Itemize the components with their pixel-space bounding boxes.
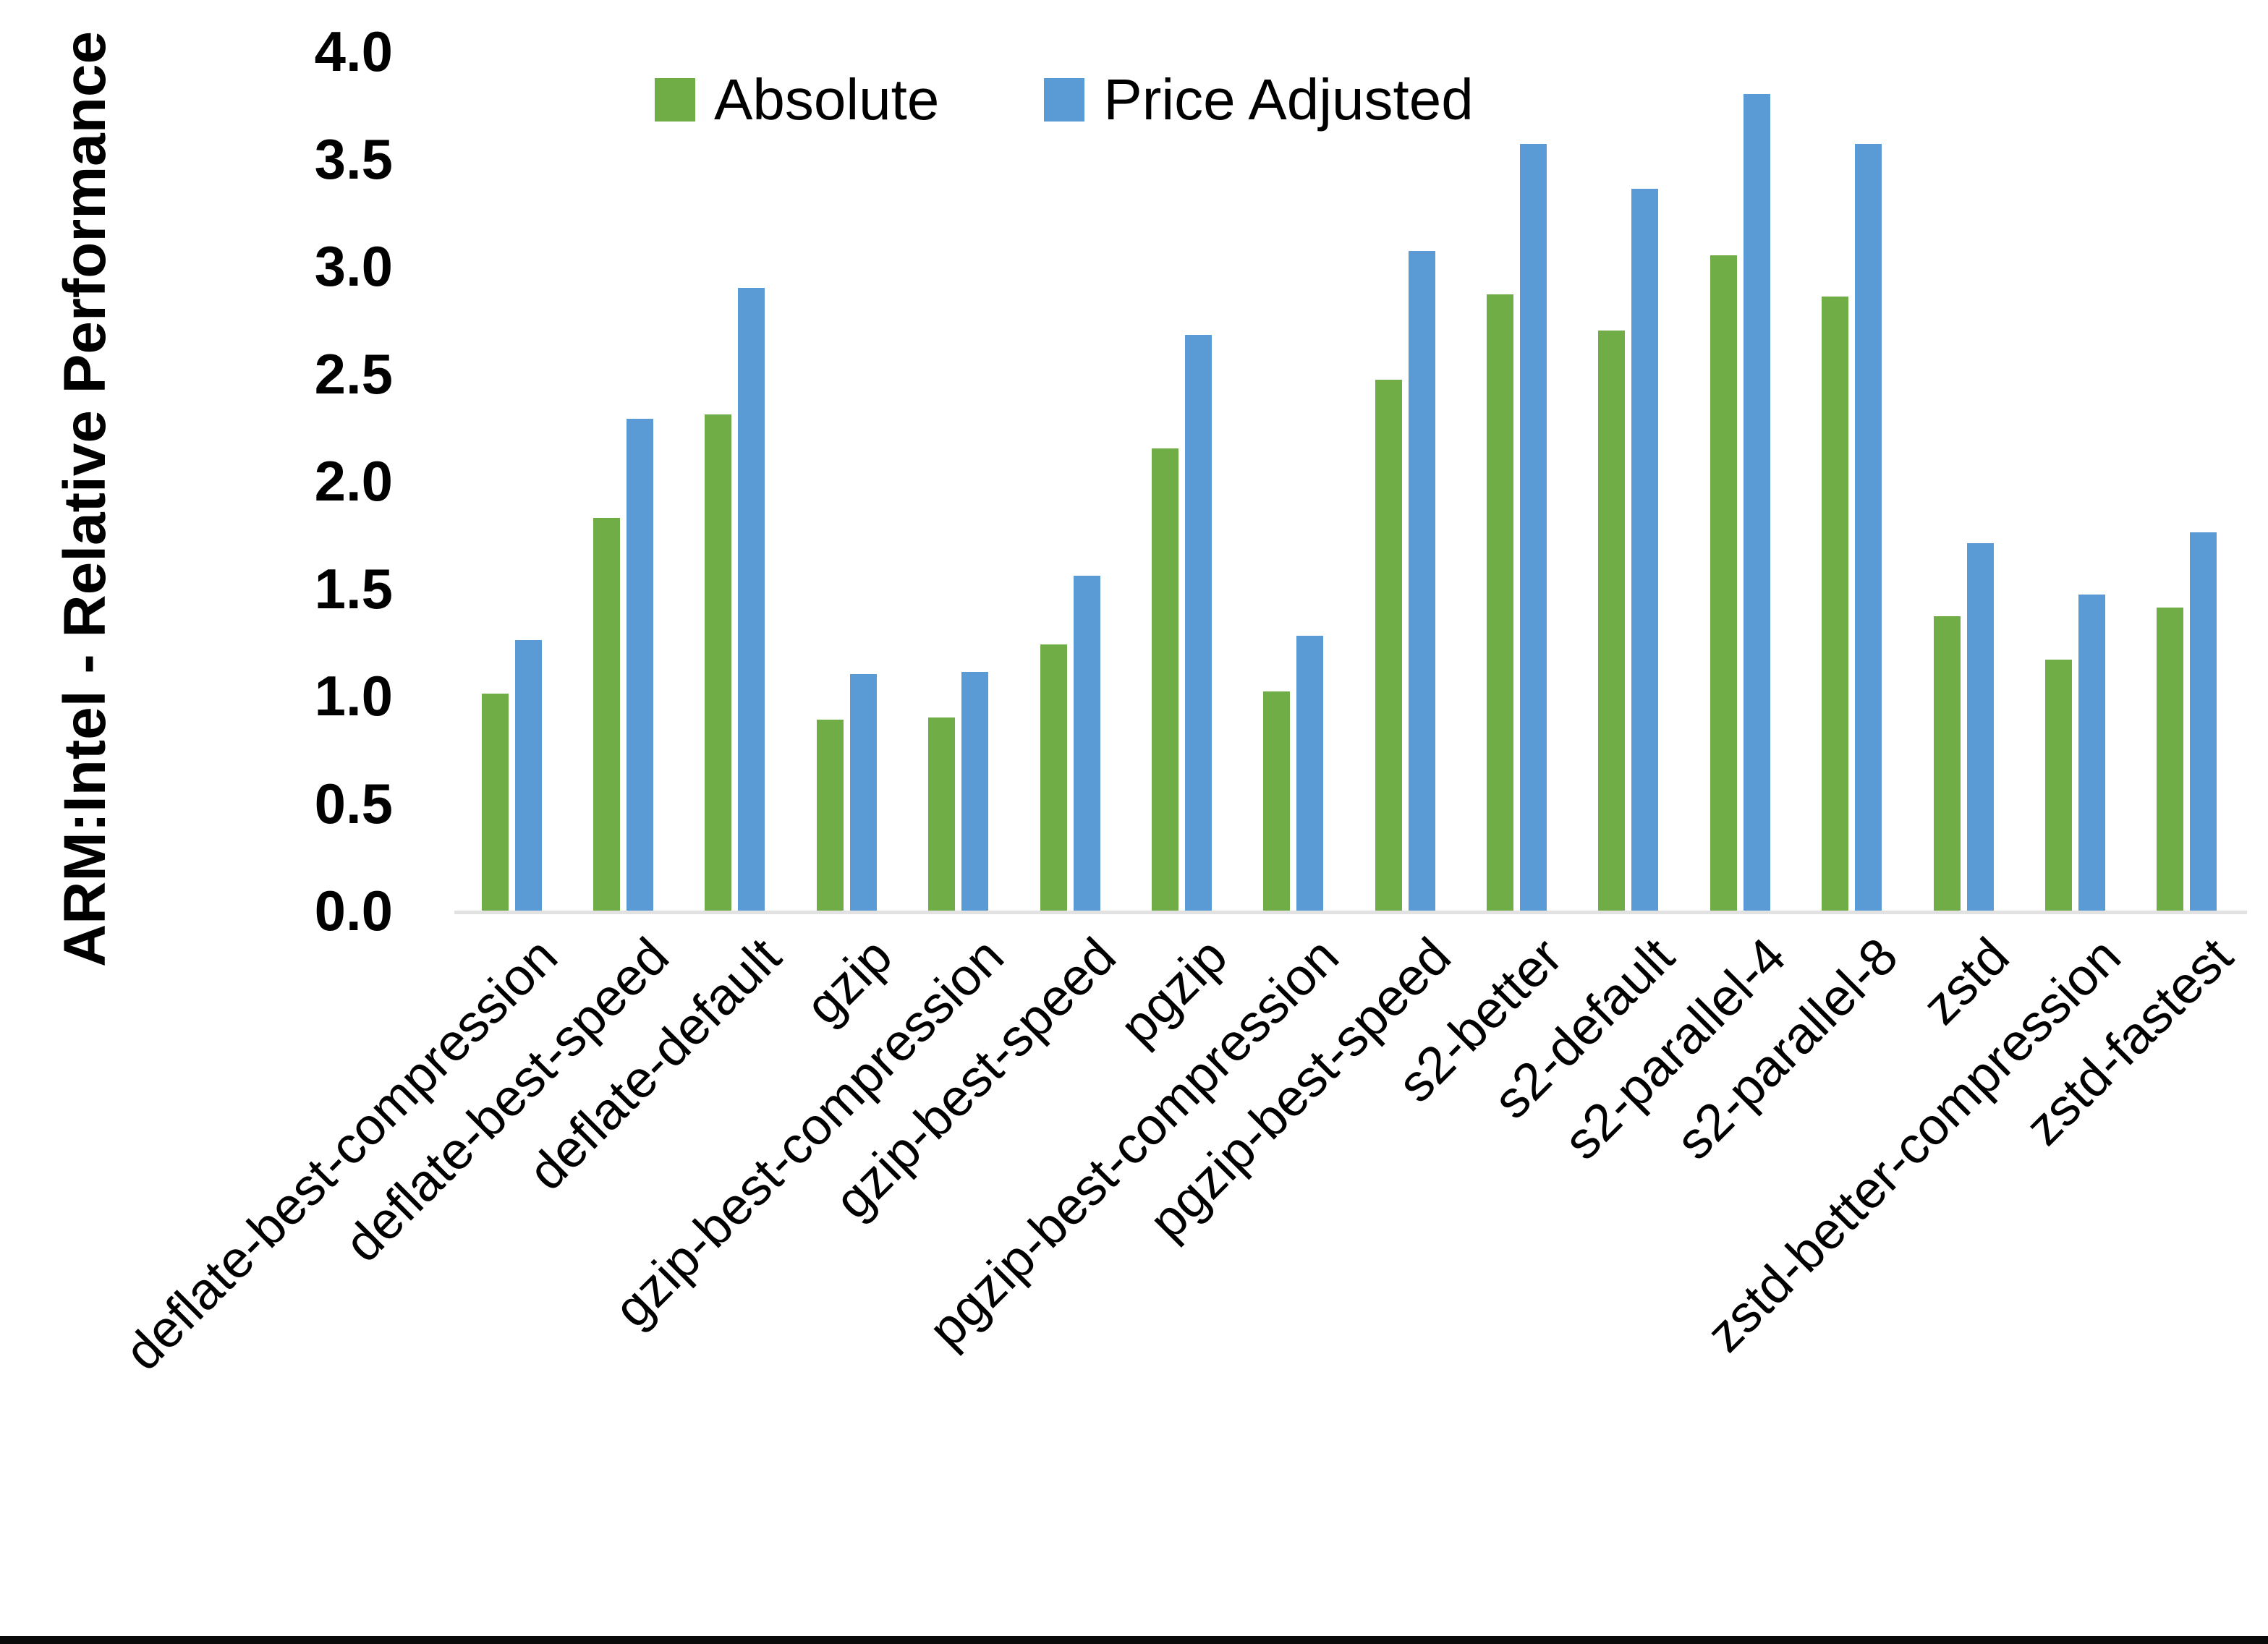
x-axis-category-labels: deflate-best-compression deflate-best-spe… [114, 927, 2243, 1580]
bar-price-adjusted [1408, 251, 1435, 911]
bar-absolute [2157, 608, 2184, 911]
y-axis-tick-label: 1.5 [314, 556, 393, 621]
bar-group [1014, 51, 1126, 911]
bar-price-adjusted [1073, 575, 1100, 911]
legend: Absolute Price Adjusted [655, 71, 1474, 129]
bar-absolute [1933, 616, 1961, 911]
bar-series-container [456, 51, 2243, 911]
legend-item: Absolute [655, 71, 939, 129]
x-axis-line [454, 911, 2247, 914]
y-axis-tick-label: 3.5 [314, 127, 393, 191]
bar-price-adjusted [2078, 595, 2105, 911]
bar-absolute [1263, 691, 1291, 911]
bar-price-adjusted [1296, 635, 1324, 911]
bar-group [567, 51, 679, 911]
legend-label: Price Adjusted [1103, 67, 1474, 132]
bar-group [1908, 51, 2019, 911]
y-axis-tick-label: 2.0 [314, 449, 393, 513]
bar-group [1238, 51, 1349, 911]
bar-absolute [2044, 659, 2072, 911]
bar-absolute [1375, 380, 1402, 911]
bar-price-adjusted [1520, 143, 1547, 911]
bar-group [791, 51, 902, 911]
y-axis-tick-label: 2.5 [314, 341, 393, 406]
legend-swatch-icon [1044, 78, 1085, 122]
bar-absolute [1710, 255, 1737, 911]
bar-group [679, 51, 791, 911]
bar-group [1684, 51, 1796, 911]
bottom-border-strip [0, 1636, 2268, 1644]
bar-price-adjusted [2190, 532, 2217, 911]
bar-absolute [1822, 296, 1849, 911]
y-axis-tick-label: 4.0 [314, 20, 393, 83]
bar-absolute [481, 694, 509, 911]
bar-price-adjusted [1855, 143, 1882, 911]
bar-price-adjusted [1743, 94, 1770, 911]
bar-price-adjusted [1631, 189, 1659, 911]
bar-group [2131, 51, 2243, 911]
bar-price-adjusted [627, 418, 654, 911]
legend-swatch-icon [655, 78, 695, 122]
bar-absolute [1487, 294, 1514, 911]
bar-absolute [705, 414, 732, 911]
bar-group [2019, 51, 2131, 911]
bar-group [1461, 51, 1572, 911]
bar-price-adjusted [961, 672, 989, 911]
legend-label: Absolute [714, 67, 940, 132]
bar-absolute [1598, 331, 1626, 911]
bar-absolute [816, 719, 844, 911]
y-axis-tick-label: 3.0 [314, 234, 393, 298]
bar-absolute [1040, 644, 1067, 911]
bar-group [1349, 51, 1461, 911]
y-axis-tick-label: 1.0 [314, 664, 393, 728]
plot-area [456, 51, 2243, 911]
bar-price-adjusted [738, 287, 765, 911]
y-axis-tick-label: 0.5 [314, 771, 393, 835]
y-axis-tick-label: 0.0 [314, 879, 393, 942]
legend-item: Price Adjusted [1044, 67, 1474, 132]
bar-price-adjusted [849, 674, 877, 911]
bar-group [456, 51, 567, 911]
x-axis-category-label: deflate-best-compression [114, 927, 569, 1382]
bar-absolute [593, 517, 621, 911]
bar-group [903, 51, 1014, 911]
bar-group [1573, 51, 1684, 911]
bar-group [1796, 51, 1908, 911]
bar-absolute [928, 717, 956, 911]
bar-price-adjusted [514, 639, 542, 911]
bar-absolute [1151, 448, 1178, 911]
bar-group [1126, 51, 1237, 911]
bar-price-adjusted [1184, 335, 1212, 911]
y-axis-title: ARM:Intel - Relative Performance [52, 30, 118, 968]
bar-price-adjusted [1966, 543, 1994, 911]
